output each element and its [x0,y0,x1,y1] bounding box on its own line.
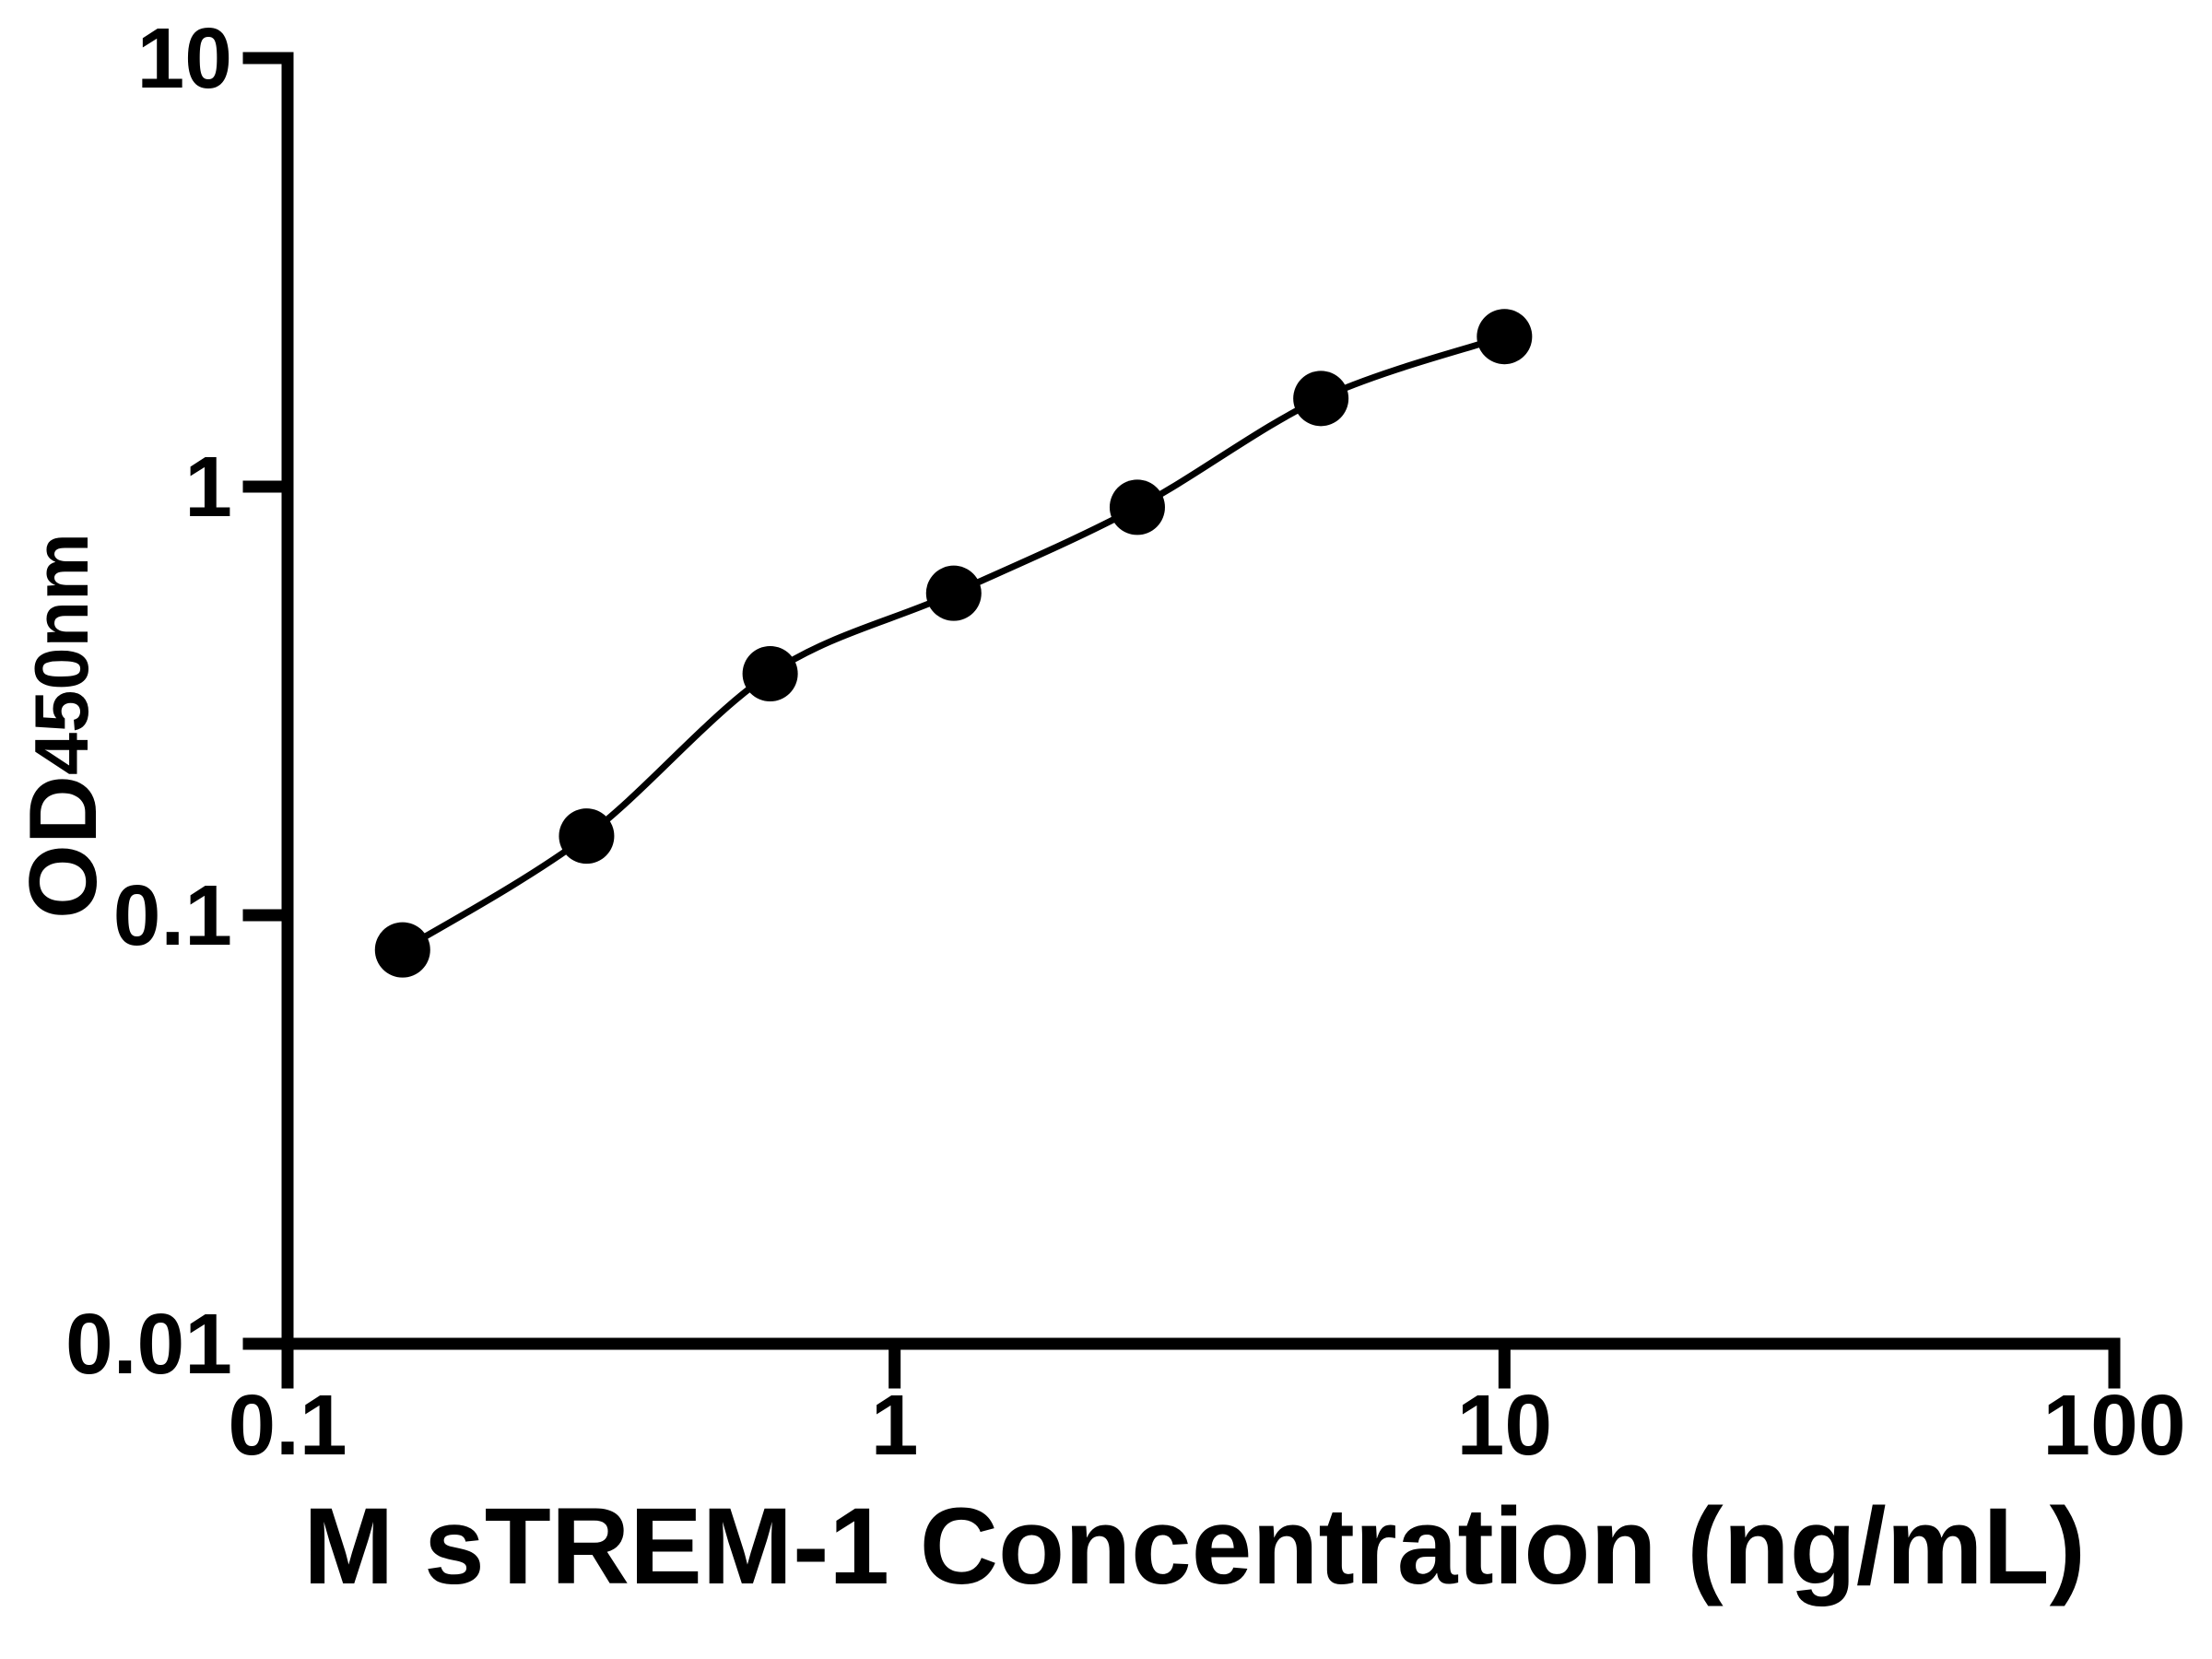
svg-text:0.1: 0.1 [113,867,232,963]
svg-text:1: 1 [871,1377,919,1473]
svg-text:0.01: 0.01 [65,1296,232,1392]
svg-text:1: 1 [184,439,232,535]
svg-text:OD450nm: OD450nm [10,533,117,919]
svg-text:10: 10 [1457,1377,1552,1473]
svg-text:100: 100 [2042,1377,2185,1473]
svg-text:0.1: 0.1 [228,1377,347,1473]
svg-text:10: 10 [137,10,232,106]
svg-text:M sTREM-1 Concentration (ng/mL: M sTREM-1 Concentration (ng/mL) [303,1486,2086,1607]
